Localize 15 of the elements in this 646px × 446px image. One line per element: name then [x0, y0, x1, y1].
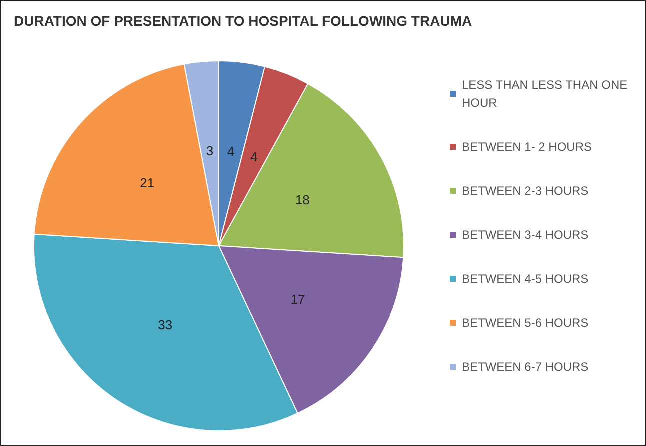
legend-label: BETWEEN 6-7 HOURS	[462, 360, 589, 374]
data-label: 4	[227, 144, 235, 159]
data-label: 17	[290, 292, 306, 308]
data-label: 3	[206, 143, 214, 158]
data-label: 33	[158, 317, 173, 332]
legend-label: BETWEEN 2-3 HOURS	[462, 184, 589, 198]
chart-title: DURATION OF PRESENTATION TO HOSPITAL FOLLOWING TRAUMA	[14, 13, 472, 29]
legend-label: BETWEEN 4-5 HOURS	[462, 272, 589, 286]
data-label: 4	[250, 150, 258, 165]
legend-label: BETWEEN 3-4 HOURS	[462, 228, 589, 242]
legend-label: BETWEEN 1- 2 HOURS	[462, 140, 592, 154]
legend-label: LESS THAN LESS THAN ONE HOUR	[462, 78, 631, 110]
data-label: 18	[295, 192, 310, 208]
data-label: 21	[140, 175, 155, 190]
legend-label: BETWEEN 5-6 HOURS	[462, 316, 589, 330]
